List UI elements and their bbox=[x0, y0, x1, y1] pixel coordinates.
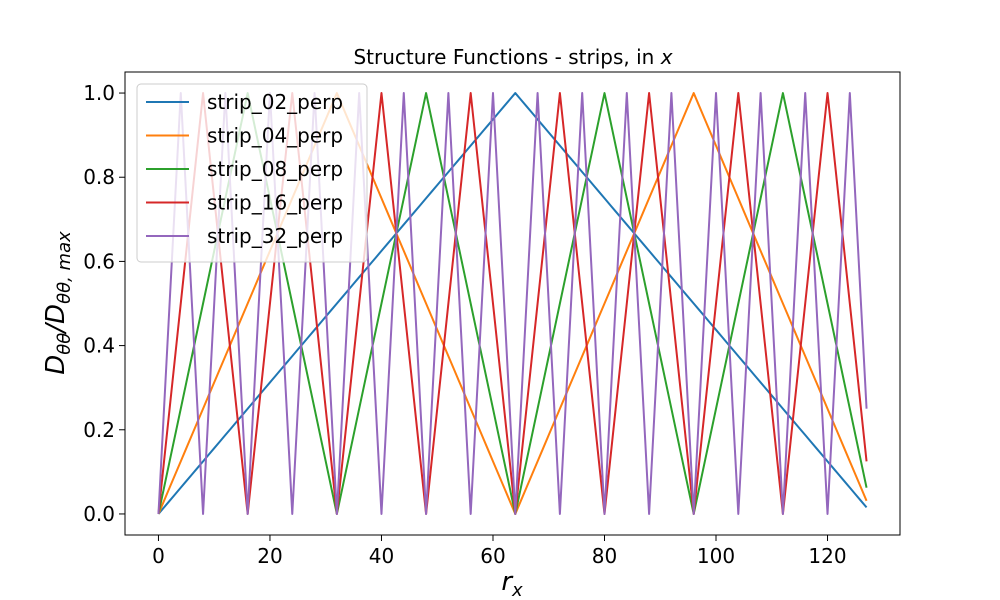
y-tick-label: 0.6 bbox=[83, 249, 115, 273]
x-tick-label: 120 bbox=[808, 544, 846, 568]
legend-label-strip_02_perp: strip_02_perp bbox=[207, 90, 343, 114]
legend-box bbox=[136, 83, 368, 263]
x-axis-label: rx bbox=[501, 567, 523, 600]
y-axis-label: Dθθ/Dθθ, max bbox=[41, 231, 75, 375]
y-tick-label: 0.4 bbox=[83, 334, 115, 358]
x-tick-label: 40 bbox=[369, 544, 394, 568]
series-line-strip_02_perp bbox=[157, 92, 868, 515]
x-tick-label: 0 bbox=[152, 544, 165, 568]
x-tick-label: 80 bbox=[592, 544, 617, 568]
y-tick-label: 0.0 bbox=[83, 502, 115, 526]
ticks-layer: 0 20 40 60 80 100 120 0.0 0.2 0.4 0.6 0.8 1.0 bbox=[83, 81, 846, 568]
x-tick-label: 100 bbox=[697, 544, 735, 568]
plot-frame bbox=[124, 71, 901, 536]
legend-label-strip_08_perp: strip_08_perp bbox=[207, 157, 343, 181]
y-tick-label: 0.8 bbox=[83, 165, 115, 189]
chart-title: Structure Functions - strips, in x bbox=[353, 45, 672, 69]
x-tick-label: 20 bbox=[257, 544, 282, 568]
legend-label-strip_04_perp: strip_04_perp bbox=[207, 124, 343, 148]
y-tick-label: 1.0 bbox=[83, 81, 115, 105]
legend-label-strip_32_perp: strip_32_perp bbox=[207, 224, 343, 248]
y-tick-label: 0.2 bbox=[83, 418, 115, 442]
legend-label-strip_16_perp: strip_16_perp bbox=[207, 191, 343, 215]
x-tick-label: 60 bbox=[480, 544, 505, 568]
legend: strip_02_perp strip_04_perp strip_08_perps… bbox=[136, 83, 368, 263]
